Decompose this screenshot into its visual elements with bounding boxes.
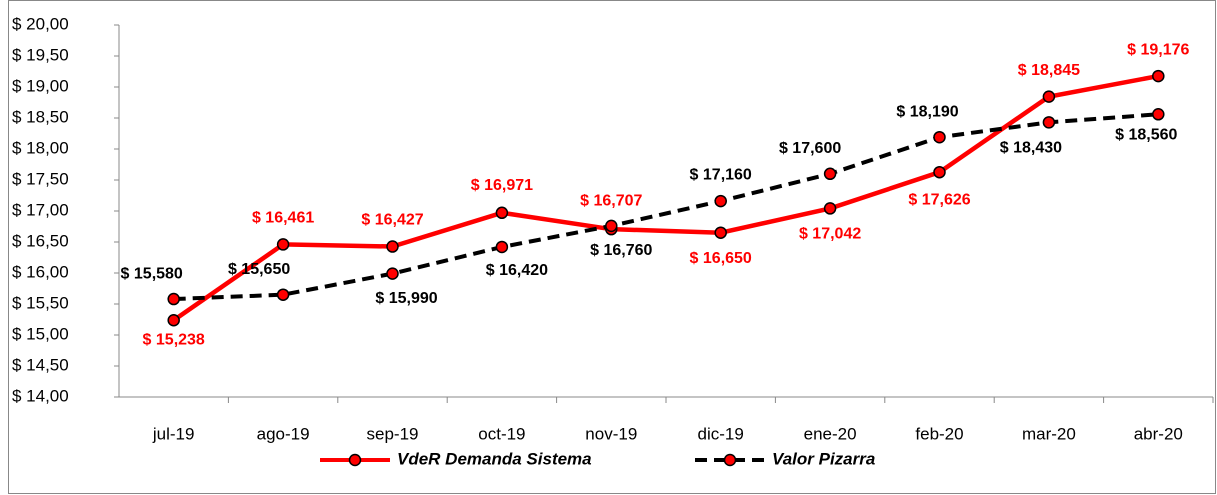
point	[167, 313, 180, 327]
point	[495, 206, 509, 220]
y-tick-label: $ 18,50	[12, 107, 69, 126]
point	[1042, 90, 1056, 103]
x-tick-label: dic-19	[698, 424, 744, 443]
data-label: $ 16,707	[580, 192, 642, 209]
point	[167, 292, 180, 306]
x-tick-label: nov-19	[585, 424, 637, 443]
data-label: $ 16,461	[252, 210, 314, 227]
x-tick-label: jul-19	[152, 424, 195, 443]
data-label: $ 18,190	[896, 103, 958, 120]
y-tick-label: $ 15,00	[12, 324, 69, 343]
point	[386, 267, 399, 280]
series-line	[173, 112, 1159, 302]
data-label: $ 15,238	[143, 331, 205, 348]
y-tick-label: $ 14,50	[12, 355, 69, 374]
data-label: $ 17,626	[908, 191, 970, 208]
point	[933, 165, 946, 179]
point	[1152, 69, 1165, 83]
point	[714, 226, 727, 239]
series-line	[172, 73, 1159, 323]
legend-marker	[348, 453, 362, 467]
y-tick-label: $ 14,00	[12, 386, 69, 405]
y-tick-label: $ 18,00	[12, 138, 69, 157]
data-label: $ 16,650	[690, 250, 752, 267]
chart-frame	[8, 0, 1216, 494]
data-label: $ 17,160	[690, 166, 752, 183]
data-label: $ 18,845	[1018, 62, 1080, 79]
x-tick-label: feb-20	[915, 424, 963, 443]
x-tick-label: oct-19	[478, 424, 525, 443]
y-tick-label: $ 17,50	[12, 169, 69, 188]
y-tick-label: $ 19,00	[12, 76, 69, 95]
data-label: $ 16,420	[486, 262, 548, 279]
y-tick-label: $ 17,00	[12, 200, 69, 219]
data-label: $ 19,176	[1127, 41, 1189, 58]
y-tick-label: $ 15,50	[12, 293, 69, 312]
point	[1152, 108, 1165, 121]
point	[276, 288, 290, 301]
x-tick-label: ene-20	[804, 424, 857, 443]
point	[823, 167, 837, 181]
legend-marker	[723, 453, 737, 467]
point	[495, 240, 509, 254]
x-tick-label: ago-19	[257, 424, 310, 443]
data-label: $ 15,650	[228, 261, 290, 278]
data-label: $ 17,600	[779, 140, 841, 157]
legend-label: VdeR Demanda Sistema	[397, 449, 592, 468]
data-label: $ 18,430	[1000, 140, 1062, 157]
data-label: $ 16,427	[361, 212, 423, 229]
x-tick-label: mar-20	[1022, 424, 1076, 443]
y-tick-label: $ 19,50	[12, 45, 69, 64]
legend-label: Valor Pizarra	[772, 449, 875, 468]
point	[386, 240, 399, 253]
data-label: $ 15,990	[375, 290, 437, 307]
x-tick-label: abr-20	[1134, 424, 1183, 443]
point	[823, 202, 837, 215]
point	[1042, 116, 1056, 129]
data-label: $ 18,560	[1115, 126, 1177, 143]
point	[714, 194, 727, 208]
y-tick-label: $ 16,00	[12, 262, 69, 281]
point	[276, 238, 290, 251]
y-tick-label: $ 20,00	[12, 14, 69, 33]
data-label: $ 15,580	[121, 265, 183, 282]
data-label: $ 17,042	[799, 226, 861, 243]
data-label: $ 16,760	[590, 242, 652, 259]
data-label: $ 16,971	[471, 177, 533, 194]
point	[605, 219, 618, 233]
y-tick-label: $ 16,50	[12, 231, 69, 250]
x-tick-label: sep-19	[367, 424, 419, 443]
point	[933, 130, 946, 144]
